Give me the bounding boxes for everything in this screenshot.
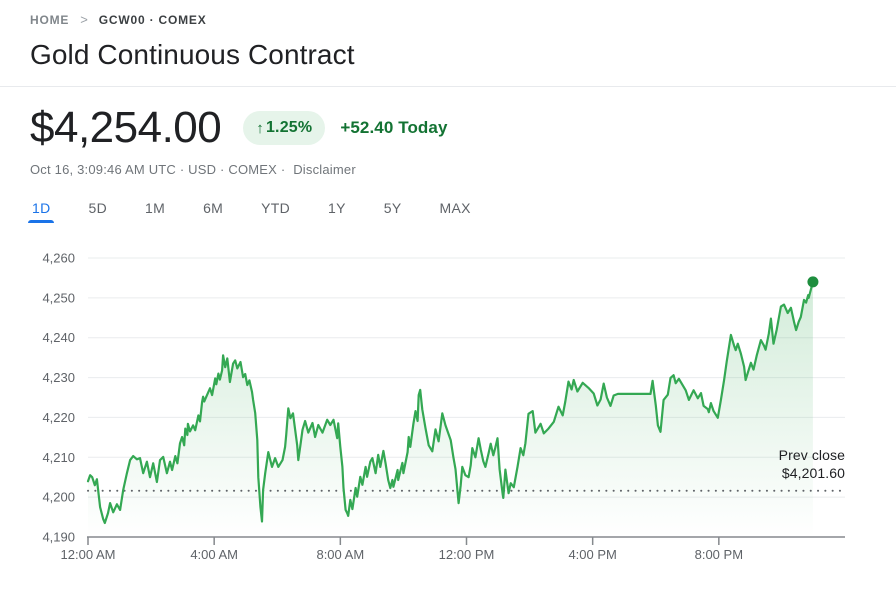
percent-change-value: 1.25% [265, 119, 313, 136]
svg-text:4,220: 4,220 [42, 410, 75, 425]
current-price: $4,254.00 [30, 103, 222, 152]
svg-text:4:00 AM: 4:00 AM [190, 547, 238, 562]
tab-1d[interactable]: 1D [30, 193, 53, 222]
tab-max[interactable]: MAX [439, 199, 471, 216]
chevron-right-icon: > [80, 12, 88, 27]
breadcrumb: HOME > GCW00 · COMEX [30, 12, 207, 27]
absolute-change-today: +52.40 Today [340, 118, 448, 137]
svg-text:4:00 PM: 4:00 PM [568, 547, 616, 562]
x-axis [87, 536, 845, 545]
svg-text:8:00 PM: 8:00 PM [695, 547, 743, 562]
svg-text:4,240: 4,240 [42, 330, 75, 345]
prev-close-annotation: Prev close $4,201.60 [779, 446, 845, 482]
header-divider [0, 86, 896, 87]
quote-row: $4,254.00 ↑ 1.25% +52.40 Today [30, 103, 448, 152]
svg-text:4,250: 4,250 [42, 290, 75, 305]
page-title: Gold Continuous Contract [30, 39, 355, 70]
breadcrumb-home-link[interactable]: HOME [30, 12, 70, 27]
up-arrow-icon: ↑ [256, 119, 264, 137]
breadcrumb-symbol: GCW00 · COMEX [98, 12, 207, 27]
prev-close-value: $4,201.60 [781, 465, 845, 481]
x-axis-labels: 12:00 AM 4:00 AM 8:00 AM 12:00 PM 4:00 PM 8:0… [61, 547, 744, 562]
tab-6m[interactable]: 6M [203, 199, 224, 216]
svg-text:12:00 AM: 12:00 AM [61, 547, 116, 562]
disclaimer-link[interactable]: Disclaimer [293, 162, 356, 177]
svg-text:4,210: 4,210 [42, 450, 75, 465]
svg-text:12:00 PM: 12:00 PM [439, 547, 495, 562]
percent-change-badge: ↑ 1.25% [243, 111, 326, 145]
price-area-fill [88, 281, 813, 537]
y-axis-labels: 4,260 4,250 4,240 4,230 4,220 4,210 4,200 4,190 [42, 251, 75, 545]
tab-1y[interactable]: 1Y [328, 199, 346, 216]
svg-text:4,190: 4,190 [42, 530, 75, 545]
price-line [86, 280, 814, 525]
quote-timestamp: Oct 16, 3:09:46 AM UTC · USD · COMEX · [30, 162, 286, 177]
tab-1m[interactable]: 1M [145, 199, 166, 216]
svg-text:4,260: 4,260 [42, 251, 75, 266]
svg-text:8:00 AM: 8:00 AM [316, 547, 364, 562]
tab-ytd[interactable]: YTD [261, 199, 291, 216]
svg-text:4,230: 4,230 [42, 370, 75, 385]
prev-close-title: Prev close [778, 447, 845, 463]
tab-5d[interactable]: 5D [88, 199, 107, 216]
svg-text:4,200: 4,200 [42, 490, 75, 505]
tab-5y[interactable]: 5Y [383, 199, 402, 216]
quote-meta: Oct 16, 3:09:46 AM UTC · USD · COMEX · D… [30, 162, 356, 177]
last-price-dot [807, 276, 819, 288]
range-tabs: 1D 5D 1M 6M YTD 1Y 5Y MAX [30, 193, 473, 222]
